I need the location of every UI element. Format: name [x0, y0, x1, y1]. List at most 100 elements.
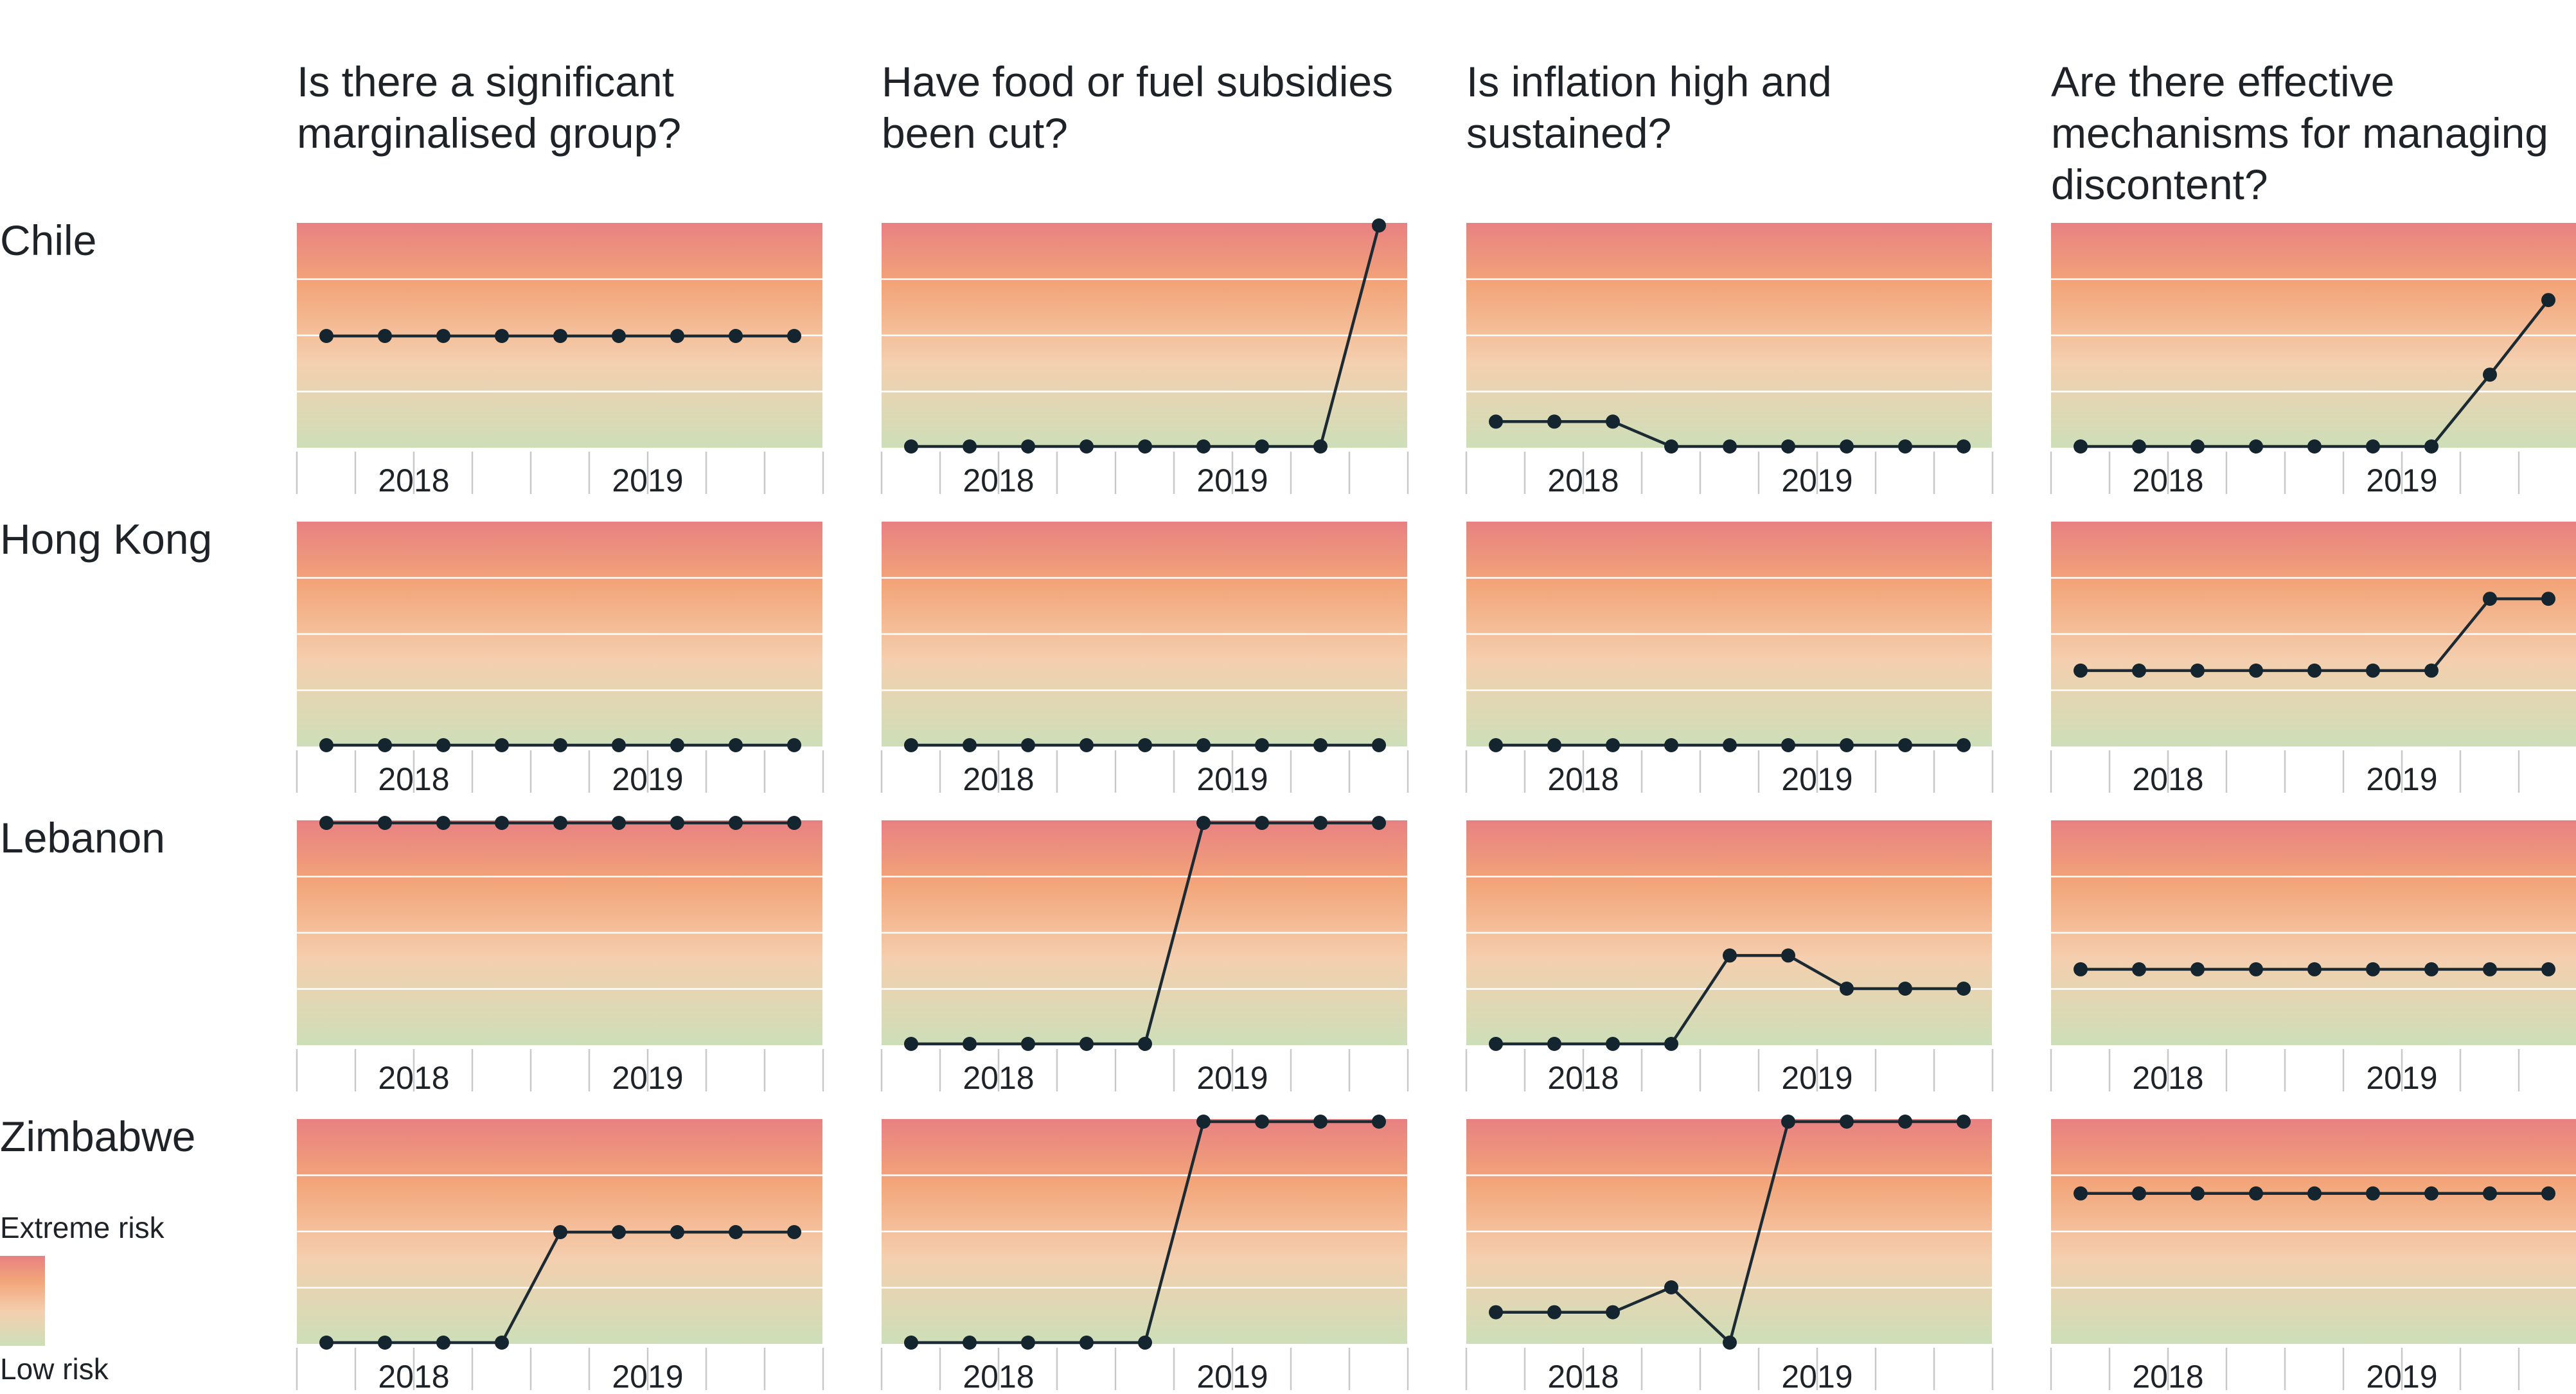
data-point	[553, 329, 567, 343]
x-tick-label-2018: 2018	[1547, 761, 1619, 797]
data-point	[1489, 1037, 1503, 1051]
panel-r4-c4: 2018 2019	[2050, 1119, 2576, 1394]
data-point	[2132, 439, 2146, 454]
data-point	[1840, 439, 1854, 454]
column-title-3-line-1: Is inflation high and	[1466, 58, 1832, 105]
data-point	[2366, 439, 2380, 454]
data-point	[319, 1336, 333, 1350]
data-point	[2132, 663, 2146, 678]
data-point	[495, 738, 509, 752]
data-point	[1781, 738, 1795, 752]
panel-r4-c1: 2018 2019	[296, 1119, 824, 1394]
data-point	[378, 329, 392, 343]
data-point	[1079, 1336, 1094, 1350]
panel-r2-c3: 2018 2019	[1465, 522, 1994, 797]
column-title-1: Is there a significant marginalised grou…	[297, 58, 686, 157]
data-point	[729, 1225, 743, 1239]
panel-r2-c4: 2018 2019	[2050, 522, 2576, 797]
x-tick-label-2019: 2019	[612, 463, 683, 498]
x-tick-label-2019: 2019	[1781, 1359, 1852, 1394]
data-point	[1723, 948, 1737, 963]
data-point	[612, 738, 626, 752]
data-point	[1079, 439, 1094, 454]
x-tick-label-2018: 2018	[963, 463, 1034, 498]
data-point	[2249, 439, 2263, 454]
x-tick-label-2018: 2018	[963, 1060, 1034, 1096]
data-point	[2074, 663, 2088, 678]
data-point	[1021, 1336, 1035, 1350]
data-point	[612, 816, 626, 830]
data-point	[436, 329, 450, 343]
data-point	[1372, 1115, 1386, 1129]
x-tick-label-2018: 2018	[1547, 463, 1619, 498]
data-point	[904, 439, 918, 454]
data-point	[2366, 962, 2380, 976]
panel-r3-c1: 2018 2019	[296, 816, 824, 1096]
data-point	[670, 738, 684, 752]
data-point	[1372, 738, 1386, 752]
data-point	[2190, 439, 2205, 454]
x-tick-label-2018: 2018	[378, 1359, 449, 1394]
data-point	[1372, 816, 1386, 830]
data-point	[2307, 439, 2322, 454]
data-point	[2483, 367, 2497, 382]
data-point	[1021, 1037, 1035, 1051]
data-point	[2541, 1186, 2555, 1201]
x-tick-label-2019: 2019	[1196, 761, 1268, 797]
data-point	[553, 816, 567, 830]
panel-r3-c4: 2018 2019	[2050, 820, 2576, 1096]
data-point	[1840, 982, 1854, 996]
data-point	[1372, 218, 1386, 233]
x-tick-label-2018: 2018	[2132, 1060, 2203, 1096]
x-tick-label-2018: 2018	[378, 1060, 449, 1096]
data-point	[787, 1225, 801, 1239]
data-point	[378, 1336, 392, 1350]
data-point	[1547, 1305, 1561, 1319]
data-point	[1196, 439, 1211, 454]
data-point	[1898, 738, 1912, 752]
data-point	[2132, 962, 2146, 976]
panel-r2-c1: 2018 2019	[296, 522, 824, 797]
data-point	[2249, 1186, 2263, 1201]
data-point	[1606, 1037, 1620, 1051]
panel-r1-c3: 2018 2019	[1465, 223, 1994, 498]
data-point	[1489, 414, 1503, 429]
column-title-2-line-2: been cut?	[882, 109, 1068, 157]
x-tick-label-2019: 2019	[1196, 463, 1268, 498]
data-point	[2074, 1186, 2088, 1201]
data-point	[612, 1225, 626, 1239]
x-tick-label-2019: 2019	[612, 761, 683, 797]
data-point	[1781, 1115, 1795, 1129]
data-point	[1313, 816, 1328, 830]
data-point	[2307, 663, 2322, 678]
data-point	[963, 1336, 977, 1350]
data-point	[1196, 1115, 1211, 1129]
data-point	[2541, 293, 2555, 308]
data-point	[1664, 738, 1678, 752]
data-point	[1840, 738, 1854, 752]
data-point	[787, 738, 801, 752]
data-point	[2541, 592, 2555, 606]
data-point	[1196, 816, 1211, 830]
panel-r1-c2: 2018 2019	[880, 218, 1409, 498]
data-point	[1898, 1115, 1912, 1129]
data-point	[1606, 1305, 1620, 1319]
data-point	[1781, 439, 1795, 454]
data-point	[1489, 1305, 1503, 1319]
data-point	[1138, 738, 1152, 752]
panel-r4-c2: 2018 2019	[880, 1115, 1409, 1394]
data-point	[2074, 439, 2088, 454]
panel-r2-c2: 2018 2019	[880, 522, 1409, 797]
data-point	[1138, 1336, 1152, 1350]
data-point	[904, 738, 918, 752]
data-point	[904, 1037, 918, 1051]
x-tick-label-2019: 2019	[1781, 761, 1852, 797]
data-point	[2483, 962, 2497, 976]
x-tick-label-2019: 2019	[1196, 1060, 1268, 1096]
data-point	[2424, 439, 2438, 454]
data-point	[612, 329, 626, 343]
data-point	[1547, 414, 1561, 429]
data-point	[2190, 962, 2205, 976]
data-point	[2190, 663, 2205, 678]
